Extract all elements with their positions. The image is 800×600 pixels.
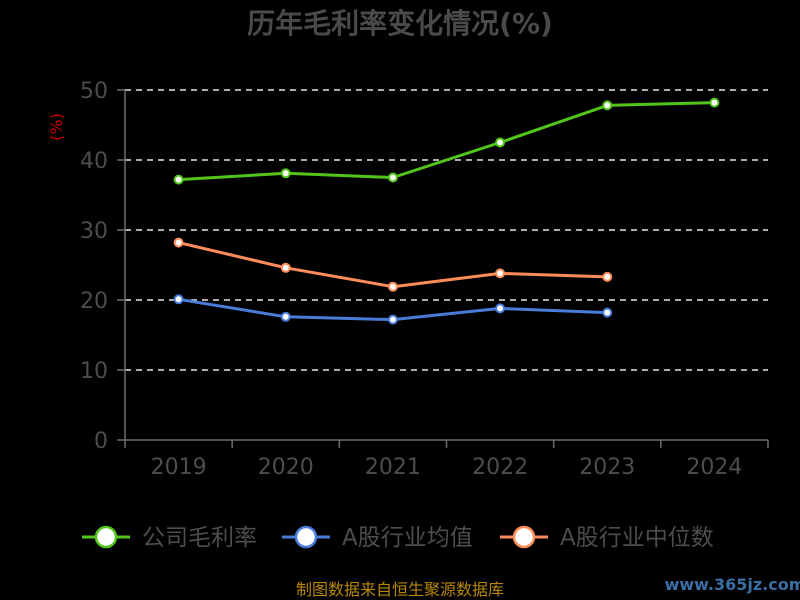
series-3	[173, 237, 613, 292]
legend-label: 公司毛利率	[142, 525, 257, 551]
series-line	[178, 241, 608, 289]
y-tick-label: 40	[80, 149, 108, 174]
data-point	[709, 97, 720, 108]
data-point	[602, 307, 613, 318]
data-point	[495, 268, 506, 279]
data-point	[495, 137, 506, 148]
series-2	[173, 294, 613, 325]
data-point	[602, 100, 613, 111]
x-tick-label: 2021	[365, 455, 421, 480]
legend-item-2: A股行业均值	[282, 525, 473, 551]
x-tick-label: 2019	[151, 455, 207, 480]
watermark: www.365jz.com	[665, 575, 800, 594]
data-point	[387, 281, 398, 292]
x-tick-label: 2020	[258, 455, 314, 480]
data-point	[602, 271, 613, 282]
x-tick-label: 2024	[686, 455, 742, 480]
data-point	[387, 172, 398, 183]
data-point	[173, 237, 184, 248]
y-tick-label: 10	[80, 359, 108, 384]
series-1	[173, 97, 720, 185]
legend-label: A股行业中位数	[560, 525, 714, 551]
data-point	[280, 262, 291, 273]
x-tick-label: 2022	[472, 455, 528, 480]
gridlines	[125, 89, 768, 371]
legend-label: A股行业均值	[342, 525, 473, 551]
legend-item-1: 公司毛利率	[82, 525, 257, 551]
axes: 0 10 20 30 40 50 2019 2020 2021 2022 2023 2024	[80, 79, 769, 480]
y-axis-unit-label: (%)	[47, 113, 66, 141]
data-point	[495, 303, 506, 314]
data-point	[173, 294, 184, 305]
legend-item-3: A股行业中位数	[500, 525, 714, 551]
legend-marker	[512, 525, 536, 549]
series-line	[178, 101, 715, 182]
legend: 公司毛利率 A股行业均值 A股行业中位数	[82, 525, 714, 551]
y-tick-label: 30	[80, 219, 108, 244]
data-point	[280, 168, 291, 179]
legend-marker	[94, 525, 118, 549]
data-point	[173, 174, 184, 185]
series-lines	[173, 97, 720, 325]
y-tick-label: 50	[80, 79, 108, 104]
chart-title: 历年毛利率变化情况(%)	[247, 7, 553, 40]
source-note: 制图数据来自恒生聚源数据库	[296, 580, 504, 599]
x-tick-label: 2023	[579, 455, 635, 480]
data-point	[387, 314, 398, 325]
data-point	[280, 311, 291, 322]
legend-marker	[294, 525, 318, 549]
y-tick-label: 0	[94, 429, 108, 454]
y-tick-label: 20	[80, 289, 108, 314]
